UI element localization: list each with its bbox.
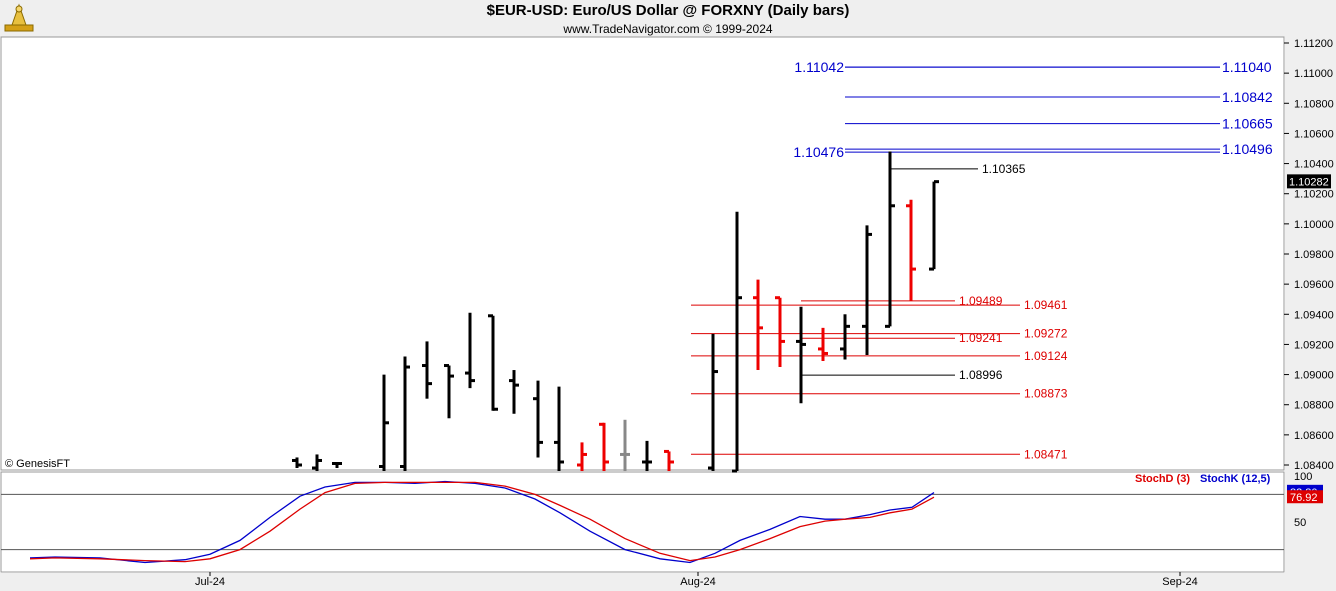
level-label: 1.09489 — [959, 294, 1003, 308]
ohlc-bar — [775, 296, 785, 368]
date-axis: Jul-24 Aug-24 Sep-24 — [195, 572, 1198, 588]
level-label: 1.09461 — [1024, 298, 1068, 312]
price-axis: 1.11200 1.11000 1.10800 1.10600 1.10400 1.102… — [1284, 38, 1334, 472]
level-label: 1.11040 — [1222, 59, 1272, 75]
price-tick-label: 1.10800 — [1294, 98, 1334, 110]
level-label: 1.11042 — [794, 59, 844, 75]
ohlc-bar — [664, 449, 674, 472]
date-tick-label: Sep-24 — [1162, 576, 1197, 588]
price-tick-label: 1.10400 — [1294, 159, 1334, 171]
price-tick-label: 1.08600 — [1294, 430, 1334, 442]
legend-stochk: StochK (12,5) — [1200, 473, 1271, 485]
legend-stochd: StochD (3) — [1135, 473, 1190, 485]
stochd-value-label: 76.92 — [1290, 492, 1318, 504]
stoch-tick-label: 100 — [1294, 471, 1312, 483]
price-tick-label: 1.08800 — [1294, 400, 1334, 412]
bottom-axis-bg — [0, 573, 1285, 591]
ohlc-bar — [906, 199, 916, 301]
ohlc-bar — [840, 314, 850, 360]
copyright-label: © GenesisFT — [5, 458, 70, 470]
ohlc-bar — [818, 327, 828, 362]
ohlc-bar — [929, 180, 939, 271]
level-label: 1.10496 — [1222, 141, 1273, 157]
chart-subtitle: www.TradeNavigator.com © 1999-2024 — [563, 22, 773, 36]
chart-frame — [0, 36, 1336, 591]
price-tick-label: 1.09000 — [1294, 370, 1334, 382]
date-tick-label: Aug-24 — [680, 576, 715, 588]
ohlc-bar — [732, 211, 742, 473]
chart-header — [0, 0, 1336, 37]
level-label: 1.10476 — [793, 144, 844, 160]
price-tick-label: 1.11200 — [1294, 38, 1333, 50]
price-tick-label: 1.11000 — [1294, 68, 1333, 80]
ohlc-bar — [862, 225, 872, 355]
stoch-tick-label: 50 — [1294, 517, 1306, 529]
level-label: 1.08873 — [1024, 387, 1068, 401]
stochd-value-tag — [1287, 490, 1323, 504]
price-levels: 1.11042 1.11040 1.10842 1.10665 1.10476 1.104… — [691, 59, 1273, 461]
price-tick-label: 1.09800 — [1294, 249, 1334, 261]
level-label: 1.10665 — [1222, 116, 1273, 132]
ohlc-bar — [509, 370, 519, 414]
price-panel-border — [0, 36, 1285, 471]
date-tick-label: Jul-24 — [195, 576, 225, 588]
price-tick-label: 1.10600 — [1294, 128, 1334, 140]
price-tick-label: 1.10200 — [1294, 189, 1334, 201]
price-tick-label: 1.09400 — [1294, 309, 1334, 321]
price-tick-label: 1.09600 — [1294, 279, 1334, 291]
ohlc-bar — [620, 419, 630, 472]
ohlc-bar — [554, 386, 564, 472]
last-price-tag — [1287, 174, 1331, 189]
level-label: 1.10842 — [1222, 89, 1273, 105]
ohlc-bar — [796, 306, 806, 404]
stoch-series-line — [29, 480, 935, 564]
ohlc-bar — [708, 333, 718, 472]
level-label: 1.08471 — [1024, 447, 1068, 461]
ohlc-bar — [885, 151, 895, 328]
level-label: 1.10365 — [982, 162, 1026, 176]
ohlc-bar — [422, 341, 432, 399]
ohlc-bar — [533, 380, 543, 458]
ohlc-bar — [599, 422, 609, 472]
stoch-panel-border — [0, 471, 1285, 573]
ohlc-bar — [444, 364, 454, 419]
trade-navigator-logo-icon — [4, 3, 34, 38]
ohlc-bar — [465, 312, 475, 389]
price-tick-label: 1.10000 — [1294, 219, 1334, 231]
ohlc-bar — [312, 454, 322, 472]
level-label: 1.09272 — [1024, 327, 1068, 341]
ohlc-bar — [642, 440, 652, 472]
level-label: 1.09241 — [959, 331, 1003, 345]
ohlc-bar — [332, 461, 342, 469]
stoch-series-line — [29, 481, 935, 563]
chart-title: $EUR-USD: Euro/US Dollar @ FORXNY (Daily… — [486, 2, 850, 19]
level-label: 1.09124 — [1024, 349, 1068, 363]
ohlc-bar — [400, 356, 410, 472]
ohlc-bar — [753, 279, 763, 371]
level-label: 1.08996 — [959, 368, 1003, 382]
ohlc-bar — [488, 314, 498, 411]
ohlc-bar — [292, 457, 302, 469]
price-tick-label: 1.09200 — [1294, 339, 1334, 351]
last-price-label: 1.10282 — [1289, 176, 1329, 188]
price-tick-label: 1.08400 — [1294, 460, 1334, 472]
ohlc-bar — [577, 442, 587, 472]
ohlc-bars — [292, 151, 939, 473]
ohlc-bar — [379, 374, 389, 472]
